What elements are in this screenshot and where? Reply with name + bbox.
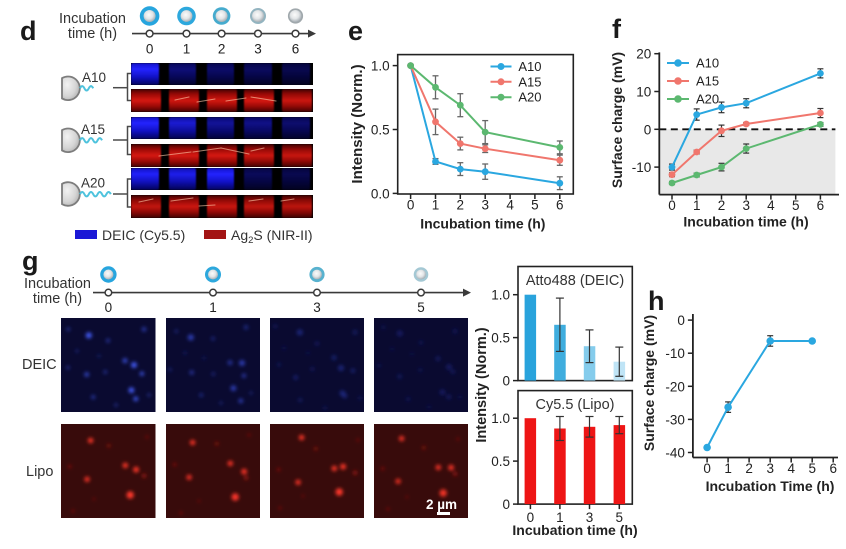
svg-text:1: 1: [724, 461, 732, 476]
svg-text:5: 5: [616, 510, 624, 525]
svg-text:0: 0: [105, 300, 113, 315]
svg-text:-40: -40: [665, 446, 685, 461]
svg-text:Intensity (Norm.): Intensity (Norm.): [349, 64, 366, 183]
svg-text:4: 4: [767, 198, 775, 213]
svg-text:0: 0: [146, 42, 154, 57]
svg-text:3: 3: [481, 198, 489, 213]
svg-text:3: 3: [742, 198, 750, 213]
svg-text:-30: -30: [665, 412, 685, 427]
svg-text:A20: A20: [81, 176, 105, 191]
svg-text:5: 5: [531, 198, 539, 213]
svg-text:6: 6: [829, 461, 837, 476]
svg-text:2: 2: [457, 198, 465, 213]
svg-text:0.5: 0.5: [371, 123, 390, 138]
svg-text:0.0: 0.0: [371, 186, 390, 201]
svg-text:Incubation Time (h): Incubation Time (h): [706, 478, 835, 494]
svg-text:-10: -10: [632, 160, 652, 175]
svg-text:6: 6: [817, 198, 825, 213]
svg-text:0: 0: [407, 198, 415, 213]
svg-text:3: 3: [254, 42, 262, 57]
svg-text:3: 3: [766, 461, 774, 476]
svg-text:2: 2: [718, 198, 726, 213]
svg-text:A10: A10: [82, 70, 106, 85]
svg-text:1.0: 1.0: [371, 59, 390, 74]
svg-text:1: 1: [432, 198, 440, 213]
svg-text:-10: -10: [665, 346, 685, 361]
svg-text:3: 3: [586, 510, 594, 525]
svg-text:1: 1: [556, 510, 564, 525]
svg-text:0.5: 0.5: [491, 331, 510, 346]
svg-text:1: 1: [693, 198, 701, 213]
svg-text:Surface charge (mV): Surface charge (mV): [641, 315, 657, 451]
svg-text:A15: A15: [696, 74, 719, 89]
svg-text:-20: -20: [665, 379, 685, 394]
svg-text:5: 5: [417, 300, 425, 315]
svg-text:5: 5: [792, 198, 800, 213]
svg-text:1: 1: [209, 300, 217, 315]
svg-text:Intensity (Norm.): Intensity (Norm.): [475, 327, 490, 442]
svg-text:1.0: 1.0: [491, 411, 510, 426]
svg-text:4: 4: [787, 461, 795, 476]
svg-text:1: 1: [183, 42, 191, 57]
svg-text:10: 10: [636, 85, 651, 100]
svg-text:5: 5: [808, 461, 816, 476]
svg-text:4: 4: [506, 198, 514, 213]
svg-text:A20: A20: [696, 92, 719, 107]
svg-text:Atto488 (DEIC): Atto488 (DEIC): [526, 273, 624, 289]
svg-text:0: 0: [527, 510, 535, 525]
svg-text:20: 20: [636, 47, 651, 62]
svg-text:Incubation time (h): Incubation time (h): [512, 522, 637, 538]
svg-text:Cy5.5 (Lipo): Cy5.5 (Lipo): [536, 397, 615, 413]
svg-text:0: 0: [502, 374, 510, 389]
svg-text:Incubation time (h): Incubation time (h): [683, 213, 808, 229]
svg-text:3: 3: [313, 300, 321, 315]
svg-text:6: 6: [556, 198, 564, 213]
svg-text:0: 0: [502, 497, 510, 512]
svg-text:A15: A15: [518, 74, 541, 89]
svg-text:0: 0: [668, 198, 676, 213]
svg-text:A10: A10: [518, 59, 541, 74]
svg-text:Incubation time (h): Incubation time (h): [420, 216, 545, 232]
svg-text:0: 0: [677, 313, 685, 328]
svg-text:A15: A15: [81, 122, 105, 137]
svg-text:0.5: 0.5: [491, 454, 510, 469]
svg-text:2: 2: [218, 42, 226, 57]
svg-text:A20: A20: [518, 90, 541, 105]
svg-text:6: 6: [292, 42, 300, 57]
svg-text:0: 0: [703, 461, 711, 476]
svg-text:Surface charge (mV): Surface charge (mV): [610, 52, 625, 188]
svg-text:0: 0: [644, 122, 652, 137]
svg-text:1.0: 1.0: [491, 288, 510, 303]
svg-text:2: 2: [745, 461, 753, 476]
svg-text:A10: A10: [696, 56, 719, 71]
